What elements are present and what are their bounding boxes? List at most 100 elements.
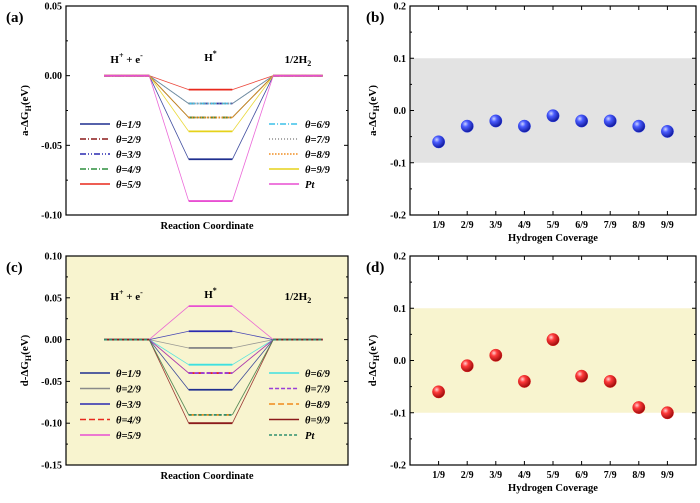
x-tick-label: 9/9 <box>661 220 674 231</box>
stage-label: H+ + e- <box>110 51 143 66</box>
stage-label-sup2: - <box>140 288 143 297</box>
data-point <box>460 359 474 373</box>
y-axis-label-unit: (eV) <box>367 85 379 105</box>
y-axis-label: a-ΔGH(eV) <box>19 85 33 136</box>
x-axis-label: Hydrogen Coverage <box>508 483 598 494</box>
legend-label: θ=4/9 <box>116 416 142 427</box>
plot-background <box>66 6 348 215</box>
stage-label: 1/2H2 <box>285 291 312 305</box>
x-tick-label: 2/9 <box>461 220 474 231</box>
y-axis-label: a-ΔGH(eV) <box>367 85 381 136</box>
legend-item: Pt <box>269 431 315 442</box>
legend-label: θ=2/9 <box>116 135 142 146</box>
legend-label: θ=4/9 <box>116 165 142 176</box>
series <box>104 338 323 416</box>
plot-background <box>66 256 348 465</box>
connector-line <box>232 75 274 132</box>
legend-item: θ=7/9 <box>269 385 331 396</box>
y-axis-label: d-ΔGH(eV) <box>367 334 381 386</box>
series <box>104 74 323 202</box>
data-point <box>632 401 646 414</box>
connector-line <box>149 330 189 340</box>
connector-line <box>149 339 189 349</box>
connector-line <box>232 339 274 416</box>
data-point <box>661 124 674 138</box>
x-tick-label: 7/9 <box>604 220 617 231</box>
panel-label: (d) <box>366 260 384 276</box>
x-tick-label: 7/9 <box>604 470 617 481</box>
x-tick-label: 5/9 <box>547 470 560 481</box>
y-axis-label-main: a-ΔG <box>367 111 379 136</box>
data-point <box>603 114 617 128</box>
connector-line <box>148 75 189 132</box>
connector-line <box>232 339 274 391</box>
connector-line <box>232 339 274 424</box>
data-point <box>546 109 560 123</box>
x-axis-label: Reaction Coordinate <box>160 471 253 482</box>
stage-label-base: 1/2H <box>285 54 308 66</box>
legend-item: θ=7/9 <box>269 135 331 146</box>
panel-label: (c) <box>6 260 23 276</box>
plot-frame <box>65 5 349 216</box>
x-tick-label: 6/9 <box>575 220 588 231</box>
connector-line <box>148 339 190 424</box>
y-tick-label: 0.05 <box>45 2 63 13</box>
connector-line <box>148 339 189 366</box>
legend-item: θ=3/9 <box>80 400 142 411</box>
stage-label-sub: 2 <box>307 59 311 68</box>
data-point <box>575 369 588 383</box>
legend-item: θ=2/9 <box>80 135 142 146</box>
stage-label-base: H <box>204 289 213 301</box>
y-tick-label: 0.2 <box>394 252 407 263</box>
x-tick-label: 1/9 <box>432 470 445 481</box>
panel-a: 0.05 0.00 -0.05 -0.10 (a) Reaction Coordinate… <box>6 2 349 232</box>
stage-label-sup2: - <box>140 51 143 60</box>
connector-line <box>148 339 190 416</box>
stage-label: 1/2H2 <box>285 54 312 68</box>
data-point <box>661 406 674 420</box>
y-axis-label-main: d-ΔG <box>367 361 379 387</box>
connector-line <box>232 305 274 340</box>
legend-label: θ=1/9 <box>116 369 142 380</box>
connector-line <box>148 305 189 340</box>
data-point <box>603 374 617 388</box>
connector-line <box>148 75 190 202</box>
legend-label: θ=7/9 <box>305 385 331 396</box>
stage-label-base: H <box>204 52 213 64</box>
y-axis-label-unit: (eV) <box>19 85 31 105</box>
plot-frame <box>65 255 349 466</box>
legend-label: θ=9/9 <box>305 416 331 427</box>
legend-item: θ=9/9 <box>269 416 331 427</box>
stage-label-mid: + e <box>124 291 141 303</box>
target-band <box>410 308 696 413</box>
connector-line <box>231 75 274 202</box>
legend-label: θ=8/9 <box>305 150 331 161</box>
connector-line <box>148 75 189 118</box>
connector-line <box>232 339 274 349</box>
y-axis-label-unit: (eV) <box>19 334 31 354</box>
connector-line <box>232 75 274 90</box>
y-tick-label: -0.1 <box>390 408 406 419</box>
data-point <box>518 374 531 388</box>
x-tick-label: 1/9 <box>432 220 445 231</box>
y-axis-label: d-ΔGH(eV) <box>19 334 33 386</box>
legend-label: Pt <box>305 180 315 191</box>
stage-label-sub: 2 <box>307 296 311 305</box>
connector-line <box>232 339 274 366</box>
x-tick-label: 9/9 <box>661 470 674 481</box>
connector-line <box>149 75 189 90</box>
stage-label-sup: * <box>213 49 217 58</box>
stage-label: H+ + e- <box>110 288 143 303</box>
y-axis-label-sub: H <box>24 354 33 361</box>
x-tick-label: 8/9 <box>632 220 645 231</box>
x-tick-label: 6/9 <box>575 470 588 481</box>
x-tick-label: 4/9 <box>518 470 531 481</box>
x-tick-label: 2/9 <box>461 470 474 481</box>
stage-label: H* <box>204 286 217 301</box>
connector-line <box>148 339 189 374</box>
legend-label: θ=3/9 <box>116 150 142 161</box>
connector-line <box>148 339 189 391</box>
y-axis-label-sub: H <box>372 104 381 111</box>
